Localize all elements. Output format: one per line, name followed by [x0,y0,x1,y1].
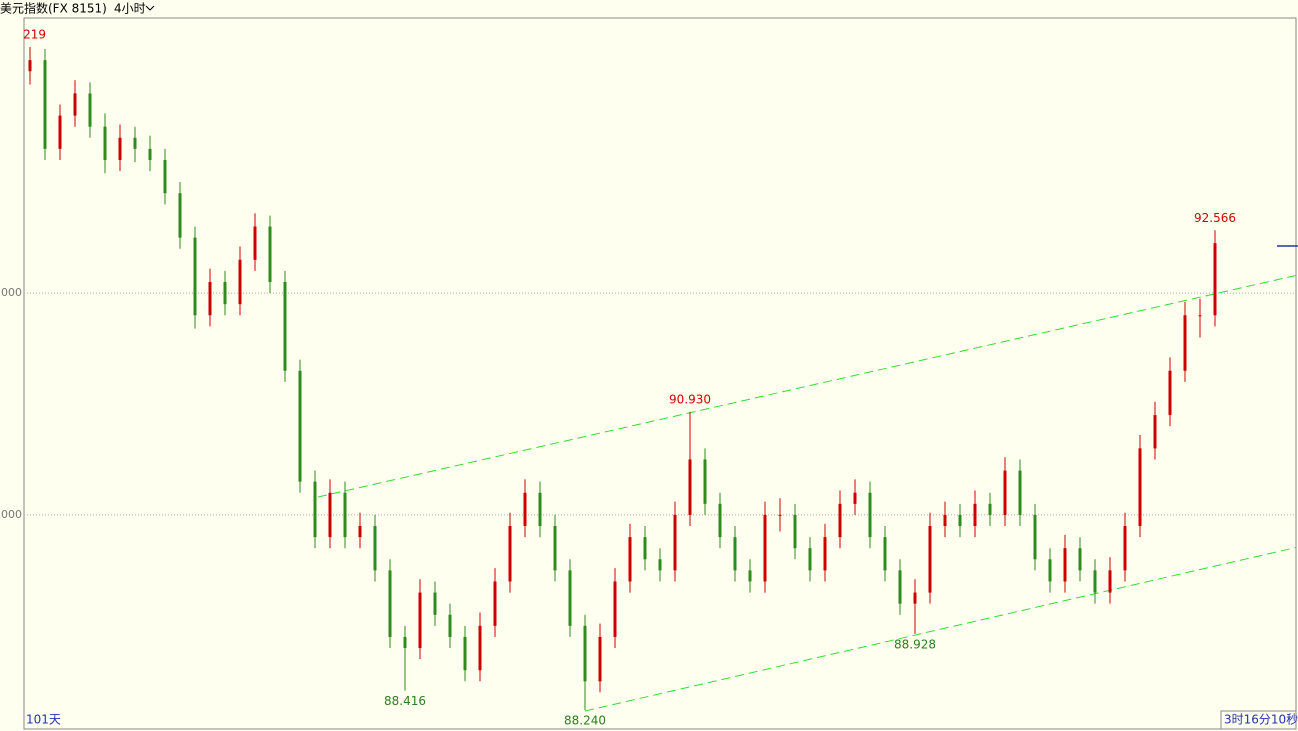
candle-body [88,93,92,127]
candle-body [898,570,902,604]
candle-body [868,492,872,538]
candle-body [28,60,32,72]
candle-body [583,625,587,682]
candle-body [148,148,152,160]
candle-body [1018,470,1022,515]
candle-body [1168,370,1172,416]
trend-line-lower [584,546,1296,712]
dropdown-arrow[interactable] [145,5,155,11]
candle-body [238,259,242,305]
candle-body [253,226,257,260]
candle-body [418,592,422,649]
candle-body [403,636,407,649]
candle-body [43,60,47,149]
low-label: 88.240 [564,714,606,728]
candle-body [703,459,707,504]
candle-body [988,503,992,515]
candle-body [793,514,797,549]
y-tick-label: 92.000 [0,286,22,299]
candle-body [943,514,947,527]
candle-body [598,636,602,682]
plot-frame [23,17,1297,730]
candle-body [1033,514,1037,560]
candle-body [328,492,332,538]
candle-body [1078,548,1082,571]
candle-body [463,636,467,671]
candle-body [808,548,812,571]
candle-body [913,592,917,604]
candle-body [1153,415,1157,449]
candle-body [1048,559,1052,582]
candle-body [733,537,737,571]
candle-body [643,537,647,560]
candle-body [268,226,272,282]
candle-body [883,537,887,571]
candle-body [658,559,662,571]
candle-body [688,459,692,515]
candle-body [973,503,977,527]
candle-body [1198,315,1202,317]
candle-body [373,526,377,571]
candle-body [493,581,497,626]
candle-body [343,492,347,538]
candle-body [478,625,482,671]
candle-body [58,115,62,149]
high-label: 90.930 [669,392,711,406]
candle-body [433,592,437,615]
candle-body [673,514,677,571]
low-label: 88.928 [894,637,936,651]
period-selector[interactable]: 4小时 [114,2,146,16]
candle-body [73,93,77,116]
candle-body [508,526,512,582]
candle-body [718,503,722,538]
high-label: 92.566 [1194,211,1236,225]
y-tick-label: 90.000 [0,508,22,521]
candle-body [1183,315,1187,371]
candle-body [613,581,617,637]
timer-box [1220,710,1297,730]
candle-body [118,137,122,160]
candle-body [283,281,287,371]
candle-body [823,537,827,571]
candle-body [748,570,752,582]
candle-body [208,281,212,316]
plot-area: 94.219 92.566 90.930 88.416 88.240 88.928 [4,27,1296,728]
candle-body [1138,448,1142,527]
high-label: 94.219 [4,27,46,41]
candle-body [358,526,362,538]
candle-body [178,193,182,238]
candle-body [1093,570,1097,593]
candle-body [223,281,227,305]
candle-body [1108,570,1112,593]
candle-body [553,526,557,571]
candle-body [523,492,527,527]
candle-body [853,492,857,504]
candle-body [838,503,842,538]
candle-body [568,570,572,626]
candle-body [388,570,392,637]
candle-body [1063,548,1067,582]
footer-left: 101天 [26,713,61,727]
low-label: 88.416 [384,694,426,708]
candle-body [538,492,542,527]
candle-body [313,481,317,538]
candle-body [193,237,197,316]
chart-title: 美元指数(FX 8151) [0,1,107,16]
candle-body [133,137,137,149]
candle-body [628,537,632,582]
candle-body [778,514,782,516]
candle-body [163,159,167,194]
candle-body [958,514,962,527]
candle-body [928,526,932,593]
candle-body [103,126,107,160]
candle-body [1003,470,1007,515]
candle-body [1213,243,1217,316]
candle-body [298,370,302,482]
footer-right: 3时16分10秒 [1224,713,1298,727]
candle-body [763,514,767,582]
candle-body [1123,526,1127,571]
candle-body [448,614,452,637]
